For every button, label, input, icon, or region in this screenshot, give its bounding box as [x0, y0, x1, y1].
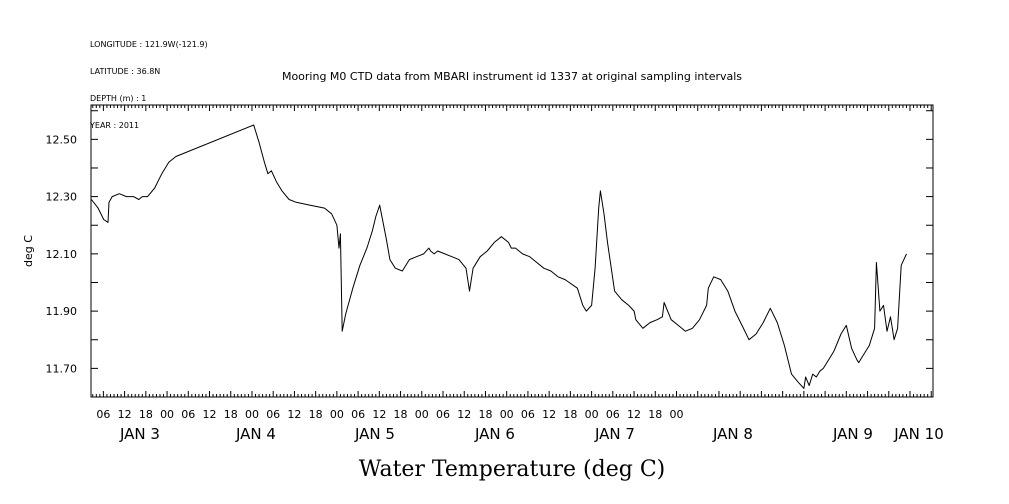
x-hour-label: 18: [139, 408, 153, 421]
y-tick-label: 12.30: [46, 191, 78, 204]
x-hour-label: 00: [670, 408, 684, 421]
x-hour-label: 12: [372, 408, 386, 421]
ticks-layer: [91, 105, 933, 398]
x-hour-label: 00: [245, 408, 259, 421]
x-day-label: JAN 10: [893, 425, 944, 443]
x-axis-title: Water Temperature (deg C): [359, 457, 666, 482]
x-hour-label: 06: [436, 408, 450, 421]
x-hour-label: 12: [627, 408, 641, 421]
x-day-label: JAN 3: [119, 425, 160, 443]
x-hour-label: 18: [309, 408, 323, 421]
x-hour-label: 18: [224, 408, 238, 421]
x-day-label: JAN 8: [712, 425, 753, 443]
x-hour-label: 18: [394, 408, 408, 421]
x-day-label: JAN 7: [594, 425, 635, 443]
x-hour-label: 00: [330, 408, 344, 421]
x-hour-label: 12: [118, 408, 132, 421]
x-hour-label: 06: [521, 408, 535, 421]
x-day-label: JAN 6: [474, 425, 515, 443]
x-hour-label: 12: [203, 408, 217, 421]
x-hour-label: 06: [351, 408, 365, 421]
x-hour-label: 00: [160, 408, 174, 421]
x-hour-label: 00: [585, 408, 599, 421]
y-tick-label: 11.70: [46, 362, 78, 375]
x-day-label: JAN 9: [832, 425, 873, 443]
year-label: YEAR : 2011: [90, 121, 140, 130]
plot-frame: [90, 104, 934, 398]
x-hour-label: 12: [542, 408, 556, 421]
x-hour-label: 06: [266, 408, 280, 421]
x-hour-label: 00: [415, 408, 429, 421]
station-metadata: LONGITUDE : 121.9W(-121.9) LATITUDE : 36…: [90, 22, 208, 139]
x-hour-label: 12: [287, 408, 301, 421]
x-hour-label: 18: [563, 408, 577, 421]
x-tick-labels: 06 12 18 00 06 12 18 00 06 12 18 00 06 12 18 00 06 12 18 00…: [96, 408, 943, 443]
x-day-label: JAN 4: [235, 425, 276, 443]
longitude-label: LONGITUDE : 121.9W(-121.9): [90, 40, 208, 49]
x-hour-label: 12: [457, 408, 471, 421]
depth-label: DEPTH (m) : 1: [90, 94, 147, 103]
x-hour-label: 06: [96, 408, 110, 421]
x-day-label: JAN 5: [354, 425, 395, 443]
x-hour-label: 18: [478, 408, 492, 421]
x-hour-label: 06: [181, 408, 195, 421]
temperature-series-line: [91, 124, 907, 389]
y-tick-label: 11.90: [46, 305, 78, 318]
latitude-label: LATITUDE : 36.8N: [90, 67, 161, 76]
x-hour-label: 06: [606, 408, 620, 421]
y-tick-label: 12.10: [46, 248, 78, 261]
y-tick-label: 12.50: [46, 133, 78, 146]
chart-title: Mooring M0 CTD data from MBARI instrumen…: [282, 70, 742, 83]
x-hour-label: 18: [648, 408, 662, 421]
x-hour-label: 00: [500, 408, 514, 421]
y-tick-labels: 11.70 11.90 12.10 12.30 12.50: [46, 133, 78, 375]
y-axis-label: deg C: [22, 235, 35, 267]
